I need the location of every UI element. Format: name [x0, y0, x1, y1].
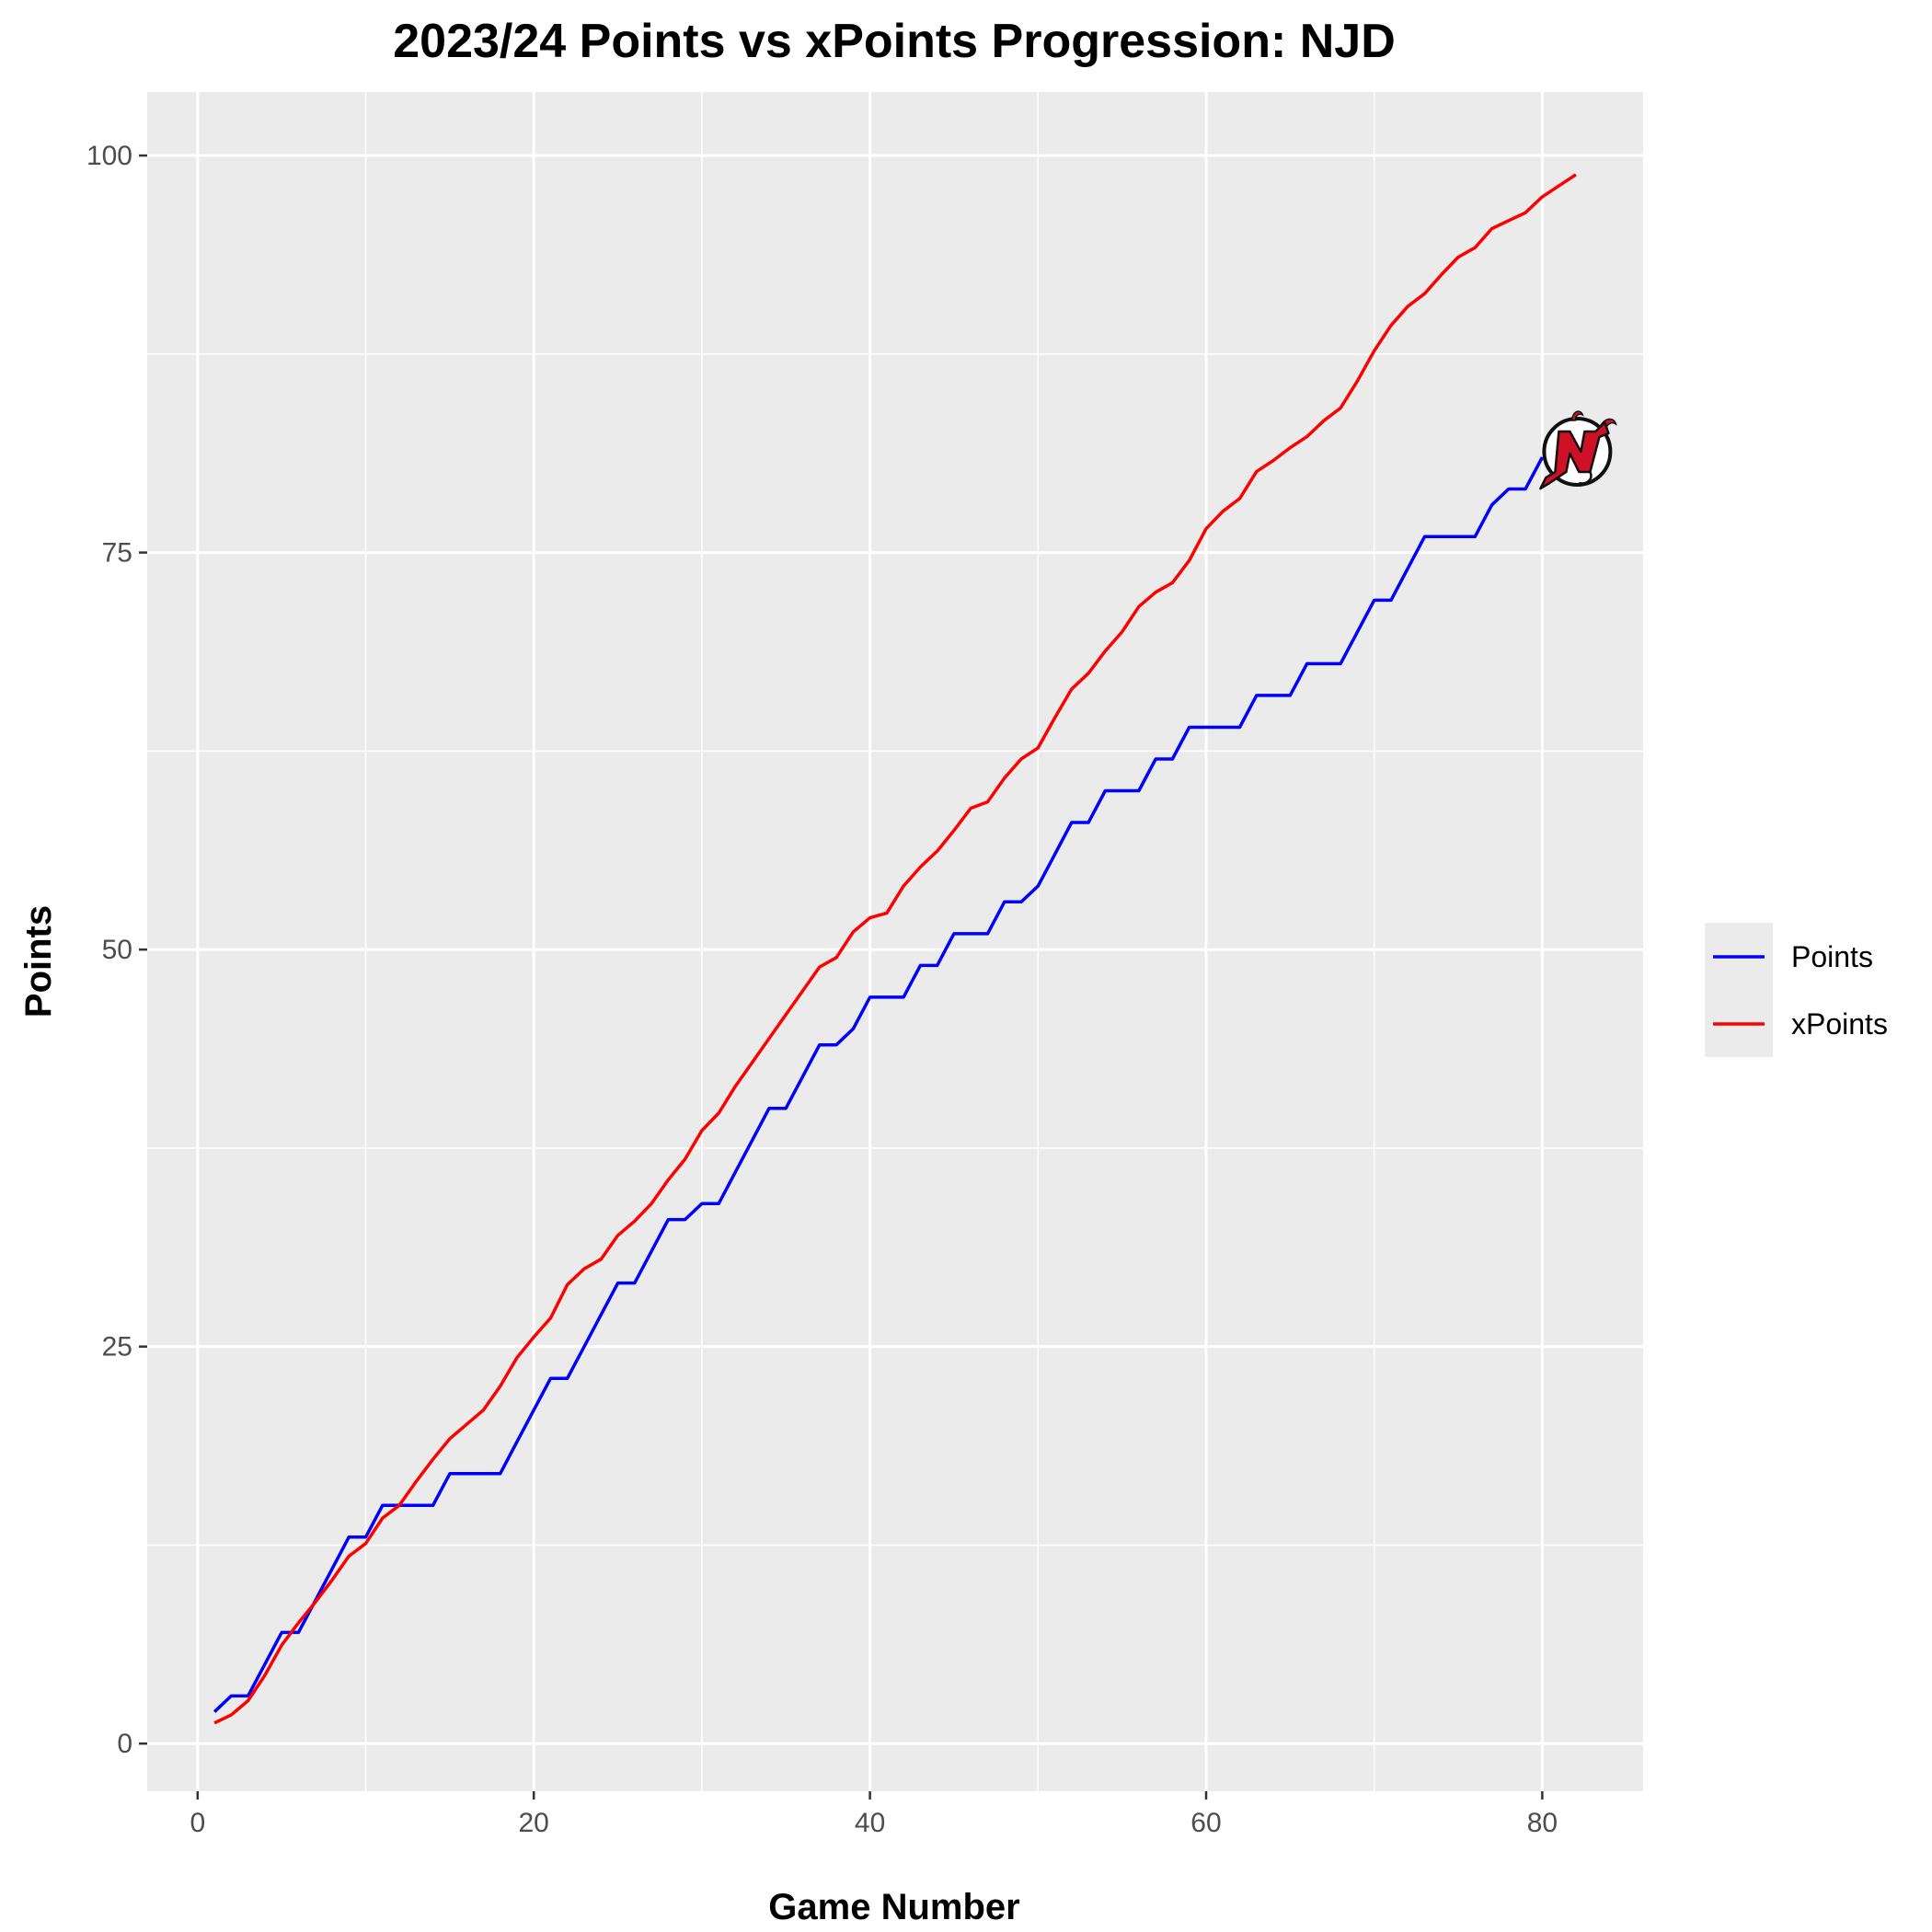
- x-tick-label: 40: [855, 1808, 885, 1838]
- legend-label-points: Points: [1791, 940, 1873, 973]
- series-line-points: [213, 456, 1544, 1713]
- y-tick-label: 50: [102, 935, 132, 965]
- x-tick-label: 0: [190, 1808, 205, 1838]
- y-tick-label: 75: [102, 538, 132, 569]
- x-axis-title: Game Number: [768, 1887, 1019, 1927]
- legend-label-xpoints: xPoints: [1791, 1007, 1888, 1041]
- major-gridlines: [147, 92, 1643, 1791]
- minor-gridlines: [147, 92, 1643, 1791]
- series-lines: [213, 173, 1577, 1725]
- y-tick-label: 0: [117, 1729, 132, 1759]
- chart-title: 2023/24 Points vs xPoints Progression: N…: [393, 15, 1396, 68]
- x-tick-label: 80: [1527, 1808, 1558, 1838]
- y-tick-label: 100: [86, 141, 132, 171]
- legend: Points xPoints: [1705, 923, 1888, 1057]
- series-line-xpoints: [213, 173, 1577, 1725]
- logo-tail: [1579, 471, 1593, 485]
- x-tick-label: 20: [519, 1808, 549, 1838]
- y-tick-label: 25: [102, 1332, 132, 1363]
- y-axis-title: Points: [18, 905, 59, 1018]
- x-tick-label: 60: [1190, 1808, 1221, 1838]
- njd-logo: [1539, 410, 1617, 490]
- logo-horn-left: [1570, 410, 1584, 421]
- x-axis: 0 20 40 60 80: [190, 1791, 1558, 1838]
- legend-key-background: [1705, 923, 1773, 1057]
- y-axis: 0 25 50 75 100: [86, 141, 147, 1759]
